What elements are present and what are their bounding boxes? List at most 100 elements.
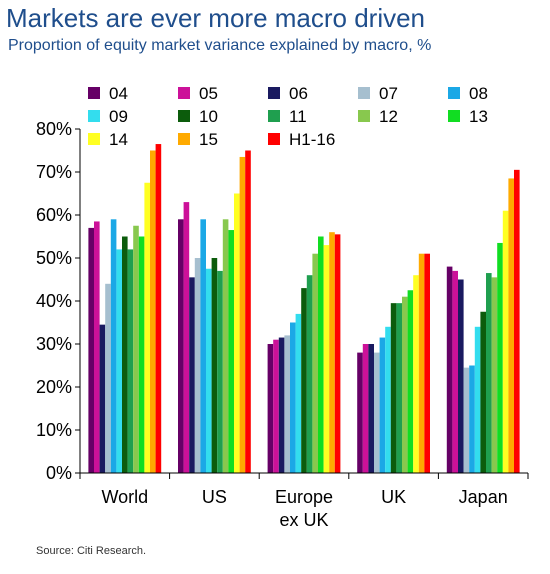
bar-japan-14	[502, 210, 509, 473]
legend-swatch-12	[358, 110, 370, 122]
legend-swatch-h1-16	[268, 133, 280, 145]
bar-world-05	[94, 221, 100, 473]
legend: 04 05 06 07 08 09 10 11 12 13 14 15 H1-16	[88, 84, 488, 149]
bar-uk-12	[402, 296, 408, 473]
legend-label-11: 11	[289, 107, 307, 126]
bar-us-12	[222, 219, 229, 473]
bar-us-14	[234, 193, 240, 473]
legend-label-h1-16: H1-16	[289, 130, 335, 149]
bar-europe-13	[318, 236, 324, 473]
bar-us-04	[178, 219, 184, 473]
bar-world-12	[133, 225, 139, 473]
legend-swatch-06	[268, 87, 280, 99]
bar-uk-05	[362, 344, 369, 473]
bar-world-15	[150, 150, 156, 473]
legend-label-05: 05	[199, 84, 218, 103]
y-tick-label: 30%	[36, 334, 72, 354]
bar-uk-h1-16	[424, 253, 430, 473]
legend-swatch-07	[358, 87, 370, 99]
bar-uk-09	[385, 326, 391, 473]
bar-us-07	[194, 258, 201, 473]
legend-label-13: 13	[469, 107, 488, 126]
bar-europe-14	[323, 245, 330, 473]
bar-japan-11	[486, 273, 492, 473]
y-tick-label: 0%	[46, 463, 72, 483]
bar-japan-08	[469, 365, 475, 473]
bar-japan-12	[491, 277, 498, 473]
bar-europe-09	[295, 313, 302, 473]
legend-swatch-09	[88, 110, 100, 122]
bar-uk-04	[357, 352, 363, 473]
axes: 0% 10% 20% 30% 40% 50% 60% 70% 80% World US Europe e…	[36, 119, 529, 530]
bar-uk-10	[390, 303, 397, 473]
source-note: Source: Citi Research.	[36, 545, 147, 557]
bar-europe-10	[301, 288, 307, 473]
legend-label-15: 15	[199, 130, 218, 149]
legend-swatch-14	[88, 133, 100, 145]
y-tick-label: 50%	[36, 248, 72, 268]
chart-subtitle: Proportion of equity market variance exp…	[8, 37, 432, 54]
bar-world-h1-16	[155, 144, 162, 474]
bar-world-07	[105, 283, 111, 473]
legend-swatch-10	[178, 110, 190, 122]
y-tick-label: 40%	[36, 291, 72, 311]
legend-label-06: 06	[289, 84, 308, 103]
bar-uk-15	[418, 253, 425, 473]
bar-us-15	[239, 156, 246, 473]
bar-us-05	[183, 202, 190, 473]
x-category-label: Japan	[459, 487, 508, 507]
x-category-label: Europe	[275, 487, 333, 507]
legend-label-10: 10	[199, 107, 218, 126]
bar-world-10	[122, 236, 128, 473]
bar-japan-06	[458, 279, 464, 473]
bar-europe-11	[306, 275, 313, 473]
legend-swatch-04	[88, 87, 100, 99]
bar-japan-10	[480, 311, 486, 473]
x-category-label: US	[202, 487, 227, 507]
bar-world-09	[116, 249, 122, 473]
bar-uk-07	[374, 352, 380, 473]
bar-europe-06	[278, 337, 285, 473]
bar-uk-08	[379, 337, 386, 473]
bar-us-08	[200, 219, 206, 473]
bar-us-06	[189, 277, 195, 473]
chart-title: Markets are ever more macro driven	[6, 3, 426, 33]
legend-swatch-15	[178, 133, 190, 145]
bar-us-h1-16	[245, 150, 251, 473]
legend-label-04: 04	[109, 84, 128, 103]
bar-europe-h1-16	[334, 234, 341, 473]
bar-us-11	[217, 270, 223, 473]
bar-europe-07	[284, 335, 290, 473]
bar-japan-05	[452, 270, 458, 473]
bar-japan-13	[497, 242, 503, 473]
bar-japan-07	[463, 367, 470, 473]
bar-us-13	[228, 230, 234, 473]
bar-uk-11	[396, 303, 402, 473]
x-category-label: UK	[381, 487, 406, 507]
bar-world-08	[110, 219, 117, 473]
x-category-label: World	[101, 487, 148, 507]
legend-label-08: 08	[469, 84, 488, 103]
bar-us-09	[206, 268, 212, 473]
bar-world-13	[138, 236, 145, 473]
bar-japan-h1-16	[514, 169, 520, 473]
bar-uk-06	[368, 344, 374, 473]
legend-swatch-05	[178, 87, 190, 99]
bar-japan-09	[474, 326, 481, 473]
bar-uk-13	[407, 290, 414, 473]
bar-world-11	[127, 249, 134, 473]
bar-japan-04	[446, 266, 453, 473]
y-tick-label: 20%	[36, 377, 72, 397]
y-tick-label: 80%	[36, 119, 72, 139]
bar-world-04	[88, 227, 94, 473]
legend-swatch-11	[268, 110, 280, 122]
legend-swatch-08	[448, 87, 460, 99]
bar-world-14	[144, 182, 150, 473]
bar-europe-12	[312, 253, 318, 473]
legend-label-09: 09	[109, 107, 128, 126]
legend-label-07: 07	[379, 84, 398, 103]
x-category-label-line2: ex UK	[279, 510, 328, 530]
bars	[88, 144, 520, 474]
bar-uk-14	[413, 275, 419, 473]
